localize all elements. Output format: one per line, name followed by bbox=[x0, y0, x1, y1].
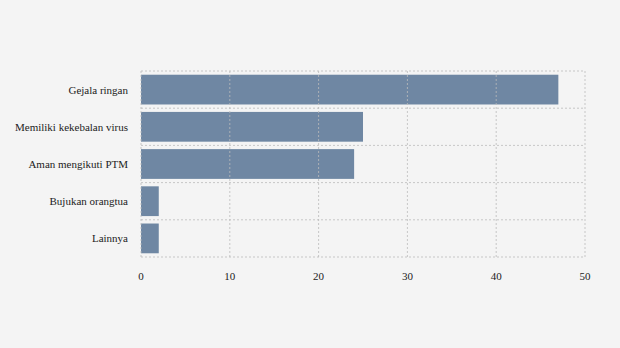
category-label: Aman mengikuti PTM bbox=[28, 158, 128, 170]
grid-line-h bbox=[141, 108, 585, 109]
category-label: Gejala ringan bbox=[68, 84, 128, 96]
grid-line-v bbox=[407, 71, 408, 257]
category-label: Bujukan orangtua bbox=[49, 195, 128, 207]
tick-label: 0 bbox=[138, 270, 144, 282]
grid-line-v bbox=[229, 71, 230, 257]
category-label: Memiliki kekebalan virus bbox=[15, 121, 128, 133]
grid-line-h bbox=[141, 145, 585, 146]
grid-line-h bbox=[141, 257, 585, 258]
bar bbox=[141, 149, 354, 179]
tick-label: 40 bbox=[491, 270, 503, 282]
chart-container: 0 10 20 30 40 50 Gejala ringan Memiliki kekebal… bbox=[0, 0, 620, 348]
grid-line-v bbox=[585, 71, 586, 257]
tick-label: 50 bbox=[580, 270, 592, 282]
bar bbox=[141, 186, 159, 216]
chart-svg: 0 10 20 30 40 50 Gejala ringan Memiliki kekebal… bbox=[0, 0, 620, 348]
tick-label: 20 bbox=[313, 270, 325, 282]
bar bbox=[141, 112, 363, 142]
grid-line-h bbox=[141, 182, 585, 183]
grid bbox=[141, 71, 585, 257]
grid-line-v bbox=[496, 71, 497, 257]
category-label: Lainnya bbox=[92, 232, 128, 244]
grid-line-h bbox=[141, 219, 585, 220]
tick-label: 10 bbox=[224, 270, 236, 282]
grid-line-v bbox=[141, 71, 142, 257]
grid-line-v bbox=[318, 71, 319, 257]
bar bbox=[141, 224, 159, 254]
grid-line-h bbox=[141, 71, 585, 72]
tick-label: 30 bbox=[402, 270, 414, 282]
